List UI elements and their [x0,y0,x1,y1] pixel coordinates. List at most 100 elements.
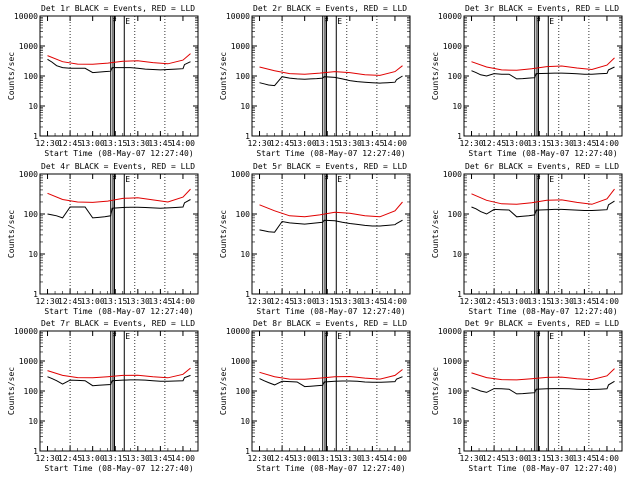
y-tick-label: 1000 [19,42,38,51]
lld-series-line [471,368,615,381]
chart-title: Det 5r BLACK = Events, RED = LLD [253,162,407,171]
y-tick-label: 10000 [226,12,250,21]
x-tick-label: 13:30 [126,454,150,463]
x-tick-label: 13:45 [148,139,172,148]
x-tick-label: 12:30 [35,139,59,148]
flag-label-f: F [112,332,117,341]
y-axis-label: Counts/sec [219,210,228,258]
flag-label-f: F [536,175,541,184]
x-tick-label: 13:45 [360,139,384,148]
x-tick-label: 12:45 [58,297,82,306]
x-tick-label: 13:45 [360,454,384,463]
chart-panel-7: Det 7r BLACK = Events, RED = LLD 1 10 100 10… [7,319,199,473]
chart-panel-8: Det 8r BLACK = Events, RED = LLD 1 10 100 10… [219,319,411,473]
x-tick-label: 14:00 [171,297,195,306]
x-tick-label: 12:45 [270,454,294,463]
x-tick-label: 13:00 [505,139,529,148]
flag-label-f: F [324,175,329,184]
x-tick-label: 13:00 [81,454,105,463]
x-tick-label: 12:30 [35,454,59,463]
x-tick-label: 13:15 [103,454,127,463]
plot-frame [39,173,199,295]
y-tick-label: 10 [240,102,250,111]
y-axis-label: Counts/sec [219,52,228,100]
events-series-line [259,75,403,87]
y-tick-label: 1 [33,447,38,456]
chart-panel-4: Det 4r BLACK = Events, RED = LLD 1 10 100 10… [7,162,199,316]
y-tick-label: 10 [240,250,250,259]
x-tick-label: 13:45 [148,297,172,306]
flag-label-f: F [112,17,117,26]
x-axis-label: Start Time (08-May-07 12:27:40) [256,464,405,473]
x-tick-label: 13:30 [550,139,574,148]
lld-series-line [259,369,403,380]
y-axis-label: Counts/sec [7,52,16,100]
y-axis-label: Counts/sec [219,367,228,415]
x-tick-label: 13:30 [338,139,362,148]
x-tick-label: 13:45 [572,454,596,463]
y-tick-label: 10 [28,417,38,426]
events-series-line [471,380,615,395]
y-tick-label: 10000 [438,12,462,21]
x-tick-label: 12:45 [58,454,82,463]
y-tick-label: 100 [24,387,39,396]
chart-title: Det 2r BLACK = Events, RED = LLD [253,4,407,13]
plot-frame [39,330,199,452]
flag-label-e: E [337,17,342,26]
lld-series-line [47,367,191,379]
y-tick-label: 1000 [231,170,250,179]
y-tick-label: 1000 [19,357,38,366]
y-tick-label: 10 [452,250,462,259]
y-tick-label: 100 [236,387,251,396]
y-axis-label: Counts/sec [431,367,440,415]
plot-frame [463,173,623,295]
x-axis-label: Start Time (08-May-07 12:27:40) [44,149,193,158]
chart-panel-2: Det 2r BLACK = Events, RED = LLD 1 10 100 10… [219,4,411,158]
y-tick-label: 10 [28,250,38,259]
x-tick-label: 12:45 [58,139,82,148]
x-axis-label: Start Time (08-May-07 12:27:40) [44,307,193,316]
x-tick-label: 12:30 [247,454,271,463]
x-tick-label: 13:15 [103,139,127,148]
x-tick-label: 12:45 [482,297,506,306]
x-tick-label: 13:30 [338,297,362,306]
x-tick-label: 13:30 [126,139,150,148]
x-tick-label: 13:15 [315,139,339,148]
x-tick-label: 12:30 [35,297,59,306]
x-tick-label: 14:00 [171,454,195,463]
chart-title: Det 1r BLACK = Events, RED = LLD [41,4,195,13]
y-tick-label: 1 [245,132,250,141]
y-tick-label: 1 [33,290,38,299]
events-series-line [47,199,191,219]
y-tick-label: 10 [240,417,250,426]
y-axis-label: Counts/sec [7,210,16,258]
events-series-line [471,200,615,218]
chart-panel-6: Det 6r BLACK = Events, RED = LLD 1 10 100 10… [431,162,623,316]
x-tick-label: 13:45 [148,454,172,463]
y-tick-label: 1 [245,290,250,299]
x-tick-label: 13:15 [527,454,551,463]
x-tick-label: 13:30 [550,297,574,306]
y-tick-label: 1000 [443,357,462,366]
flag-label-f: F [324,332,329,341]
x-tick-label: 13:15 [315,454,339,463]
plot-frame [251,15,411,137]
x-tick-label: 13:30 [338,454,362,463]
y-tick-label: 10000 [226,327,250,336]
x-tick-label: 13:15 [103,297,127,306]
y-tick-label: 10000 [14,12,38,21]
flag-label-e: E [125,17,130,26]
y-tick-label: 1000 [19,170,38,179]
y-tick-label: 10000 [438,327,462,336]
x-tick-label: 12:30 [459,454,483,463]
x-tick-label: 13:00 [81,297,105,306]
x-tick-label: 12:30 [459,297,483,306]
flag-label-f: F [536,332,541,341]
flag-label-e: E [337,332,342,341]
x-axis-label: Start Time (08-May-07 12:27:40) [468,464,617,473]
events-series-line [471,66,615,80]
chart-title: Det 6r BLACK = Events, RED = LLD [465,162,619,171]
y-axis-label: Counts/sec [431,210,440,258]
y-tick-label: 1000 [443,42,462,51]
